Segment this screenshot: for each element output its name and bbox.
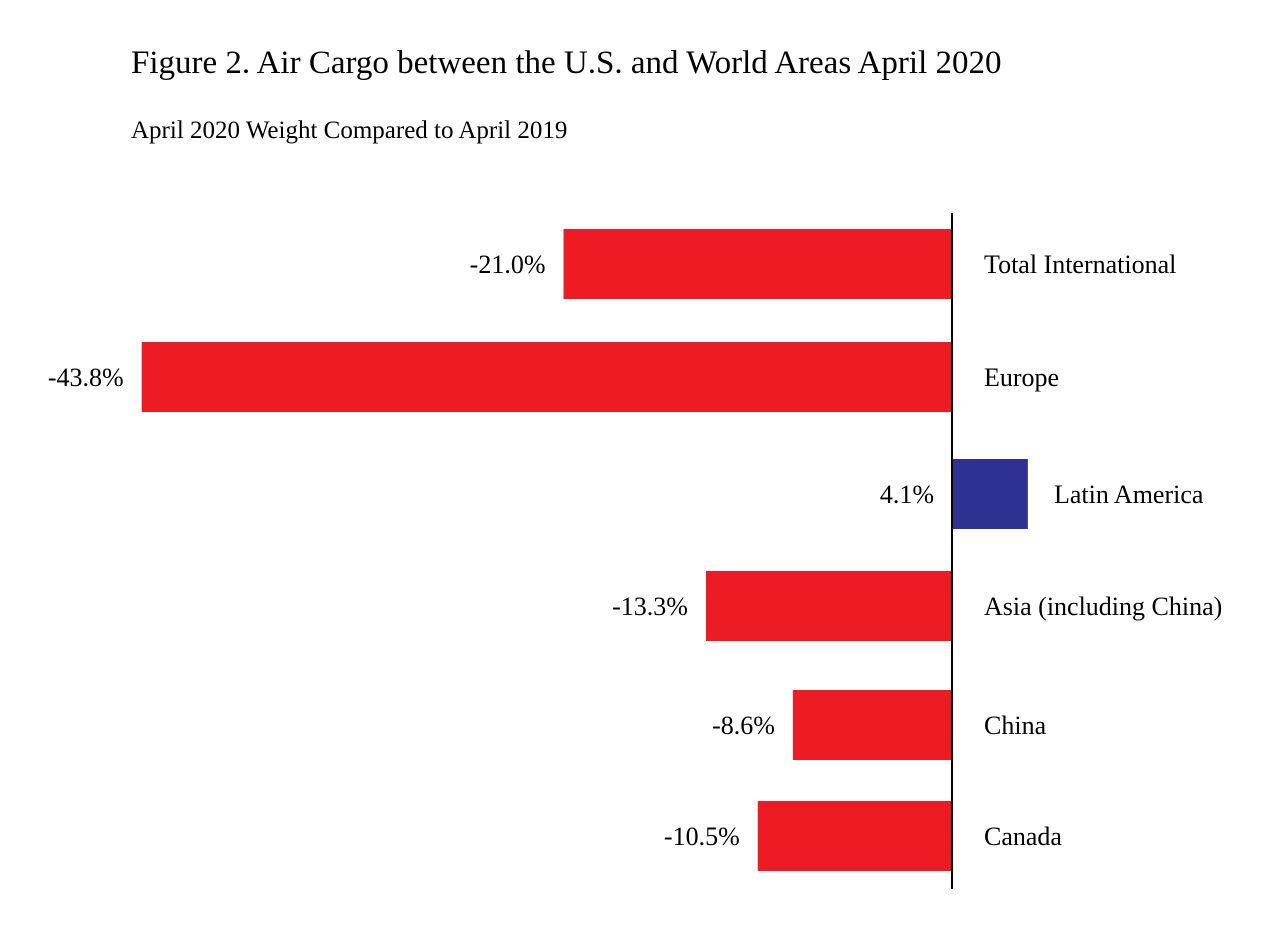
value-label-latin-america: 4.1% xyxy=(880,480,934,509)
bar-total-international xyxy=(563,229,952,299)
category-label-total-international: Total International xyxy=(984,250,1176,279)
category-label-europe: Europe xyxy=(984,363,1059,392)
value-label-total-international: -21.0% xyxy=(470,250,546,279)
bar-canada xyxy=(757,801,952,871)
category-label-china: China xyxy=(984,711,1047,740)
category-label-canada: Canada xyxy=(984,822,1062,851)
bar-asia-including-china xyxy=(705,571,952,641)
category-label-latin-america: Latin America xyxy=(1054,480,1204,509)
value-label-canada: -10.5% xyxy=(664,822,740,851)
bar-china xyxy=(792,690,952,760)
value-label-asia-including-china: -13.3% xyxy=(612,592,688,621)
chart-title: Figure 2. Air Cargo between the U.S. and… xyxy=(131,45,1002,81)
bar-latin-america xyxy=(952,459,1028,529)
category-label-asia-including-china: Asia (including China) xyxy=(984,592,1222,621)
value-label-china: -8.6% xyxy=(712,711,775,740)
value-label-europe: -43.8% xyxy=(48,363,124,392)
chart-subtitle: April 2020 Weight Compared to April 2019 xyxy=(131,117,568,144)
bar-europe xyxy=(141,342,952,412)
